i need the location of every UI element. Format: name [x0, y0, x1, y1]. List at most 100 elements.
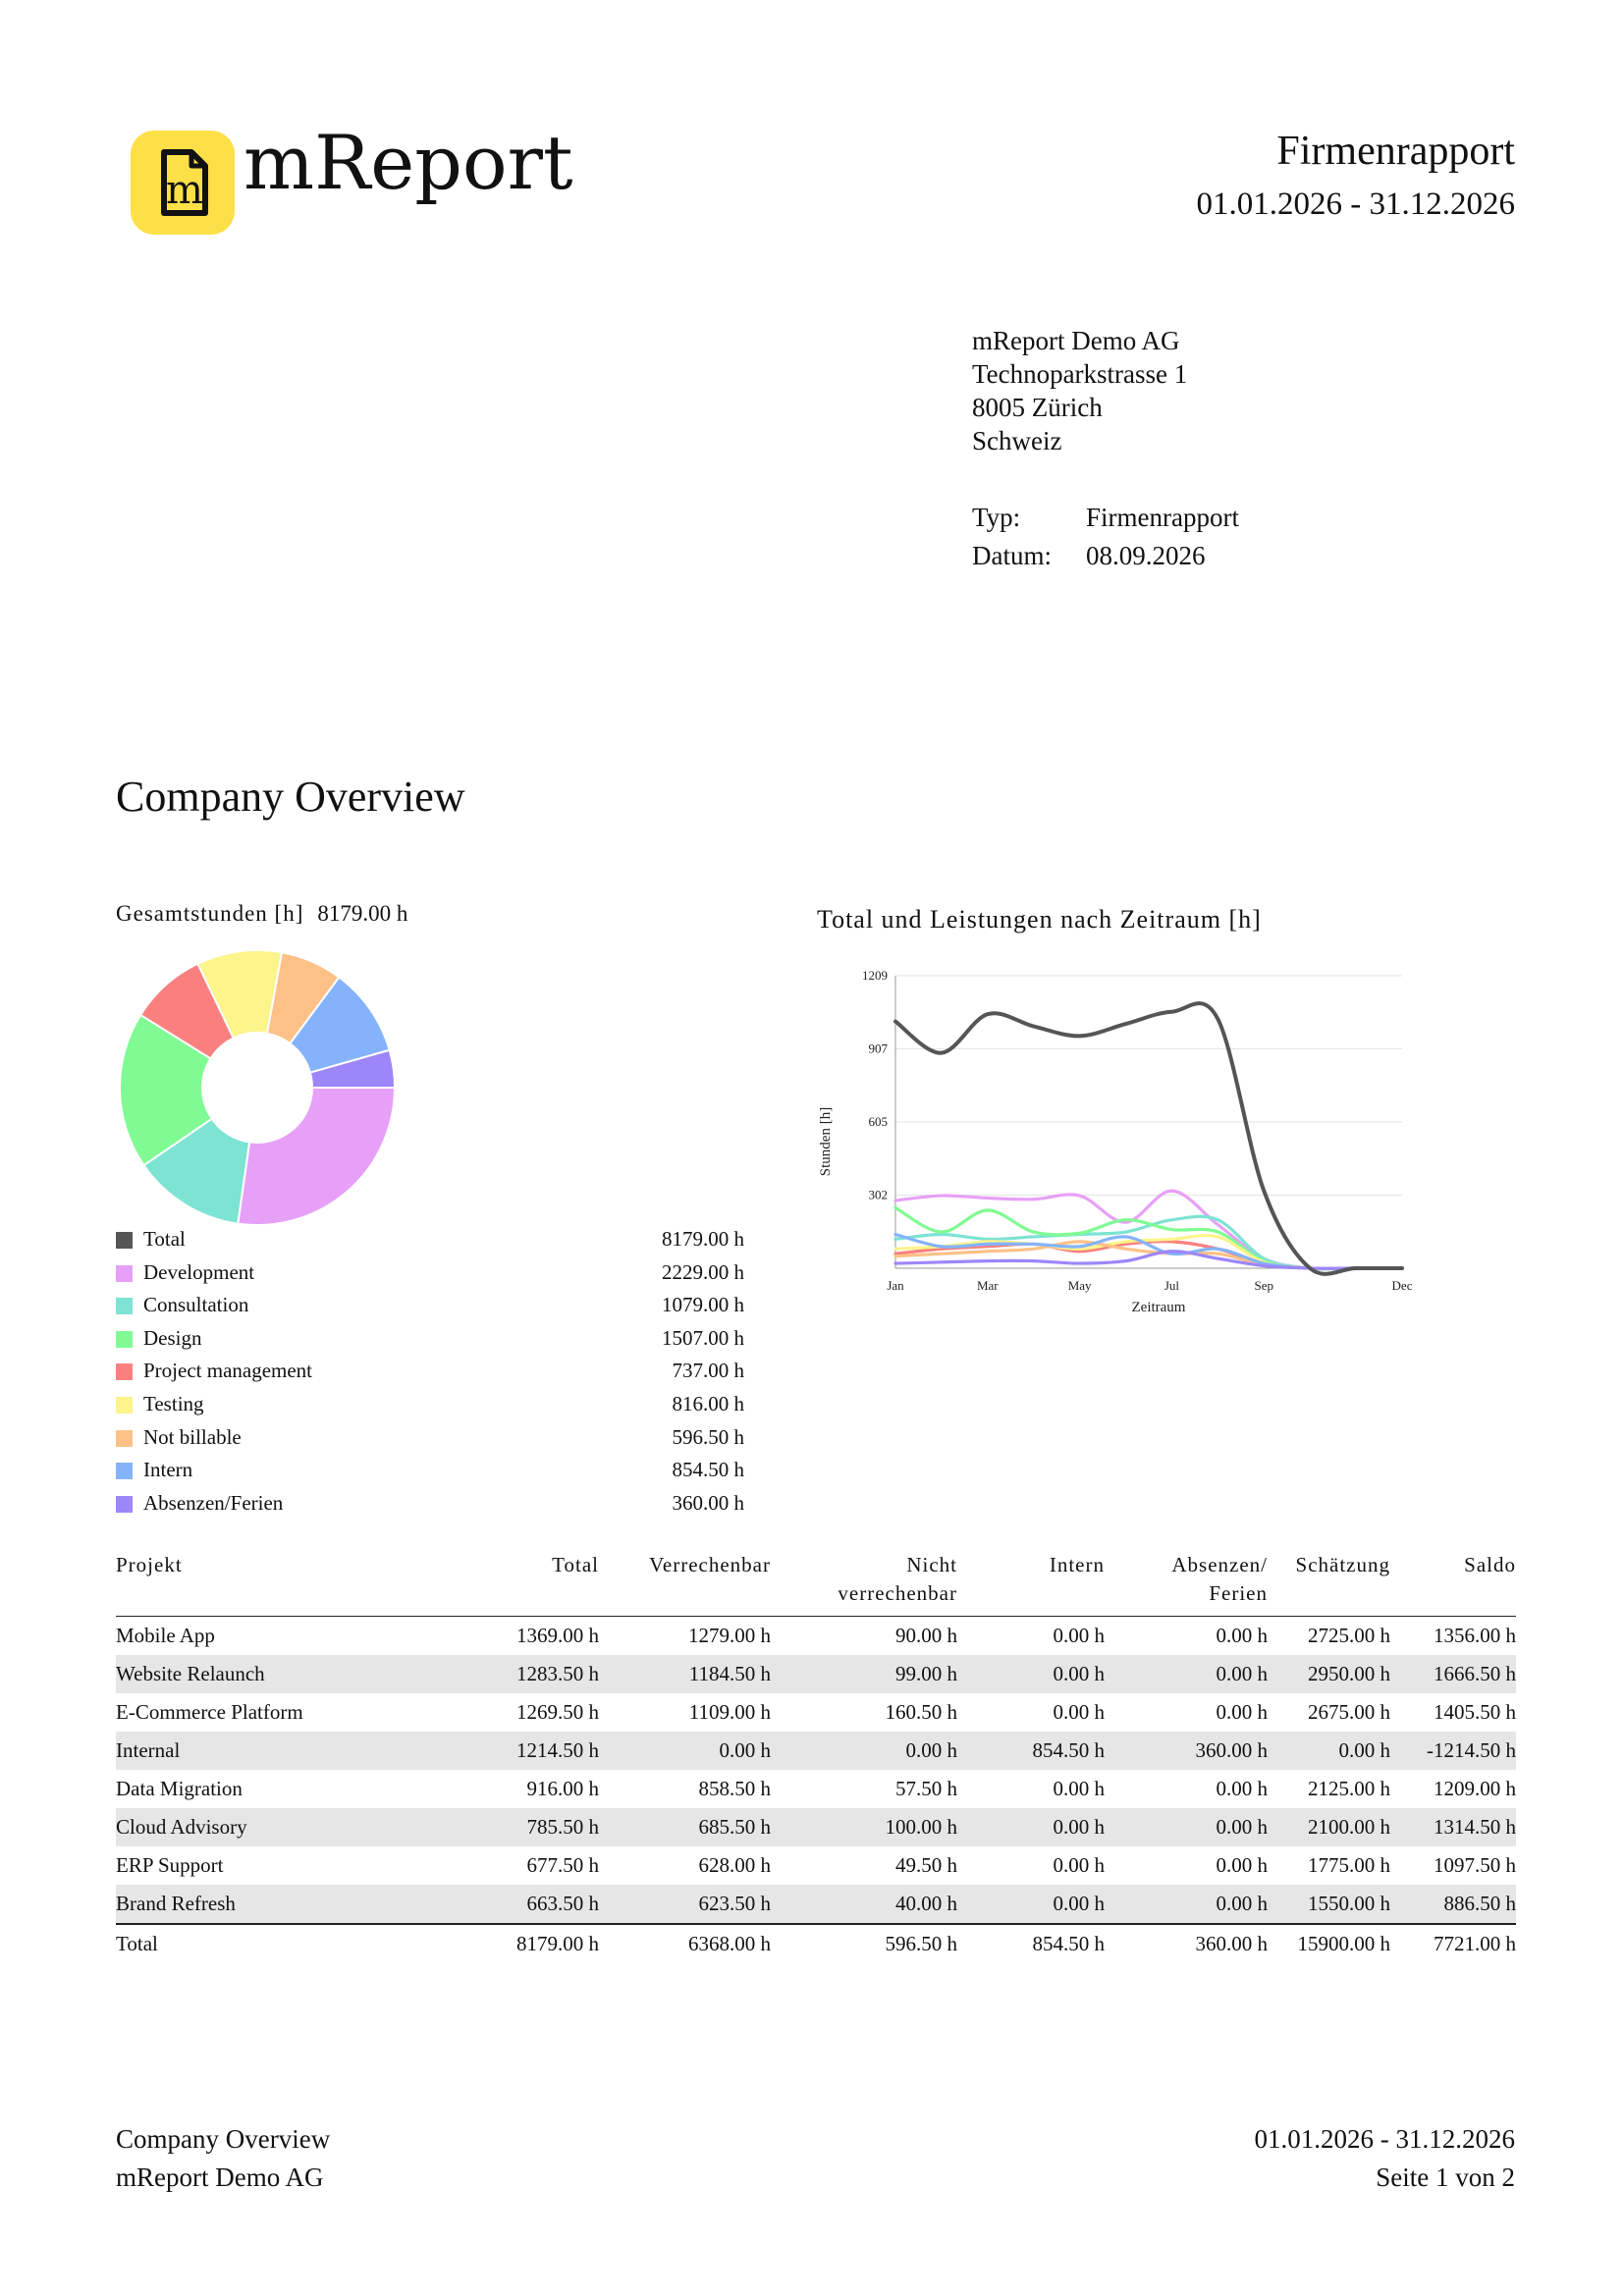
- x-tick-label: Jul: [1164, 1278, 1180, 1293]
- table-cell: 663.50 h: [410, 1885, 599, 1924]
- legend-label: Consultation: [143, 1293, 249, 1317]
- table-cell: 1314.50 h: [1390, 1808, 1516, 1846]
- legend-label: Design: [143, 1325, 202, 1350]
- table-cell: 1369.00 h: [516, 1624, 599, 1647]
- mreport-logo-icon: m: [131, 131, 235, 235]
- table-cell: 0.00 h: [1216, 1777, 1269, 1800]
- table-cell: Data Migration: [116, 1777, 243, 1800]
- legend-item: Total 8179.00 h: [116, 1223, 744, 1256]
- table-cell: 854.50 h: [957, 1732, 1105, 1770]
- table-cell: 0.00 h: [1105, 1655, 1268, 1693]
- legend-swatch: [116, 1232, 133, 1249]
- line-series: [893, 1189, 1404, 1271]
- table-cell: 0.00 h: [957, 1885, 1105, 1924]
- logo-letter: m: [166, 168, 203, 213]
- legend-value: 1079.00 h: [662, 1293, 744, 1317]
- table-total-cell: 360.00 h: [1105, 1923, 1268, 1963]
- company-address: mReport Demo AG Technoparkstrasse 1 8005…: [972, 324, 1187, 457]
- legend-label: Development: [143, 1259, 255, 1284]
- column-header-line: Saldo: [1464, 1553, 1516, 1576]
- datum-value: 08.09.2026: [1086, 541, 1206, 570]
- legend-label: Absenzen/Ferien: [143, 1490, 284, 1515]
- table-cell: 1097.50 h: [1434, 1853, 1516, 1877]
- brand-name: mReport: [244, 119, 573, 206]
- table-cell: -1214.50 h: [1390, 1732, 1516, 1770]
- table-row: Brand Refresh 663.50 h 623.50 h 40.00 h 0.00…: [116, 1885, 1516, 1924]
- table-cell: 0.00 h: [1105, 1808, 1268, 1846]
- x-tick-label: Dec: [1392, 1278, 1413, 1293]
- line-series: [893, 1001, 1404, 1276]
- table-cell: 685.50 h: [599, 1808, 771, 1846]
- column-header: Projekt: [116, 1551, 410, 1617]
- footer-section-name: Company Overview: [116, 2124, 331, 2154]
- address-line: 8005 Zürich: [972, 393, 1103, 422]
- table-cell: 1109.00 h: [688, 1700, 771, 1724]
- table-row: E-Commerce Platform 1269.50 h 1109.00 h 160…: [116, 1693, 1516, 1732]
- column-header-line: verrechenbar: [838, 1581, 957, 1605]
- legend-value: 2229.00 h: [662, 1259, 744, 1284]
- table-cell: 785.50 h: [410, 1808, 599, 1846]
- footer-period: 01.01.2026 - 31.12.2026: [1254, 2124, 1516, 2154]
- table-cell: 1283.50 h: [410, 1655, 599, 1693]
- x-tick-label: Jan: [887, 1278, 904, 1293]
- column-header-line: Intern: [1049, 1553, 1105, 1576]
- table-cell: 2950.00 h: [1268, 1655, 1390, 1693]
- legend-label: Total: [143, 1227, 186, 1251]
- column-header-line: Total: [552, 1553, 599, 1576]
- column-header-line: Ferien: [1209, 1581, 1268, 1605]
- legend-item: Project management 737.00 h: [116, 1355, 744, 1388]
- legend-value: 737.00 h: [672, 1359, 745, 1383]
- legend-item: Testing 816.00 h: [116, 1388, 744, 1421]
- legend-swatch: [116, 1330, 133, 1348]
- table-cell: 0.00 h: [1053, 1777, 1106, 1800]
- hours-line-chart: 302 605 907 1209 Jan Mar May Jul Sep Dec Zeitraum S…: [818, 968, 1413, 1315]
- table-cell: 0.00 h: [957, 1655, 1105, 1693]
- column-header: Schätzung: [1268, 1551, 1390, 1617]
- table-cell: 858.50 h: [698, 1777, 772, 1800]
- column-header-line: Absenzen/: [1171, 1553, 1268, 1576]
- column-header: Verrechenbar: [599, 1551, 771, 1617]
- table-cell: 0.00 h: [599, 1732, 771, 1770]
- table-cell: Cloud Advisory: [116, 1808, 410, 1846]
- column-header-line: Verrechenbar: [649, 1553, 771, 1576]
- legend-value: 360.00 h: [672, 1490, 745, 1515]
- project-table: Projekt Total Verrechenbar Nicht verrechenba…: [116, 1551, 1516, 1963]
- table-cell: 0.00 h: [1216, 1853, 1269, 1877]
- table-cell: 1550.00 h: [1268, 1885, 1390, 1924]
- address-line: Technoparkstrasse 1: [972, 359, 1188, 389]
- table-row: ERP Support 677.50 h 628.00 h 49.50 h 0.00 h…: [116, 1846, 1516, 1885]
- legend-item: Development 2229.00 h: [116, 1256, 744, 1290]
- column-header: Saldo: [1390, 1551, 1516, 1617]
- typ-value: Firmenrapport: [1086, 503, 1239, 532]
- legend-value: 816.00 h: [672, 1391, 745, 1415]
- table-cell: 2675.00 h: [1308, 1700, 1390, 1724]
- table-row: Cloud Advisory 785.50 h 685.50 h 100.00 h 0.…: [116, 1808, 1516, 1846]
- table-cell: 90.00 h: [895, 1624, 957, 1647]
- table-cell: 1356.00 h: [1434, 1624, 1516, 1647]
- table-cell: 886.50 h: [1390, 1885, 1516, 1924]
- legend-swatch: [116, 1429, 133, 1447]
- table-cell: 1279.00 h: [688, 1624, 771, 1647]
- y-tick-label: 907: [869, 1041, 889, 1055]
- legend-swatch: [116, 1463, 133, 1480]
- footer-page-number: Seite 1 von 2: [1376, 2163, 1515, 2192]
- document-meta: Typ: Firmenrapport Datum: 08.09.2026: [972, 499, 1239, 575]
- address-line: mReport Demo AG: [972, 326, 1180, 355]
- table-cell: 1209.00 h: [1434, 1777, 1516, 1800]
- table-cell: 0.00 h: [1053, 1624, 1106, 1647]
- table-total-cell: 596.50 h: [771, 1923, 957, 1963]
- datum-label: Datum:: [972, 541, 1052, 570]
- table-cell: Mobile App: [116, 1624, 215, 1647]
- table-total-cell: 15900.00 h: [1268, 1923, 1390, 1963]
- table-cell: 49.50 h: [895, 1853, 957, 1877]
- table-cell: 677.50 h: [526, 1853, 600, 1877]
- legend-swatch: [116, 1264, 133, 1282]
- legend-item: Consultation 1079.00 h: [116, 1289, 744, 1322]
- legend-swatch: [116, 1363, 133, 1381]
- table-cell: Website Relaunch: [116, 1655, 410, 1693]
- hours-donut-chart: [119, 949, 397, 1226]
- column-header: Nicht verrechenbar: [771, 1551, 957, 1617]
- y-tick-label: 605: [869, 1114, 889, 1129]
- legend-value: 596.50 h: [672, 1424, 745, 1449]
- column-header-line: Projekt: [116, 1553, 183, 1576]
